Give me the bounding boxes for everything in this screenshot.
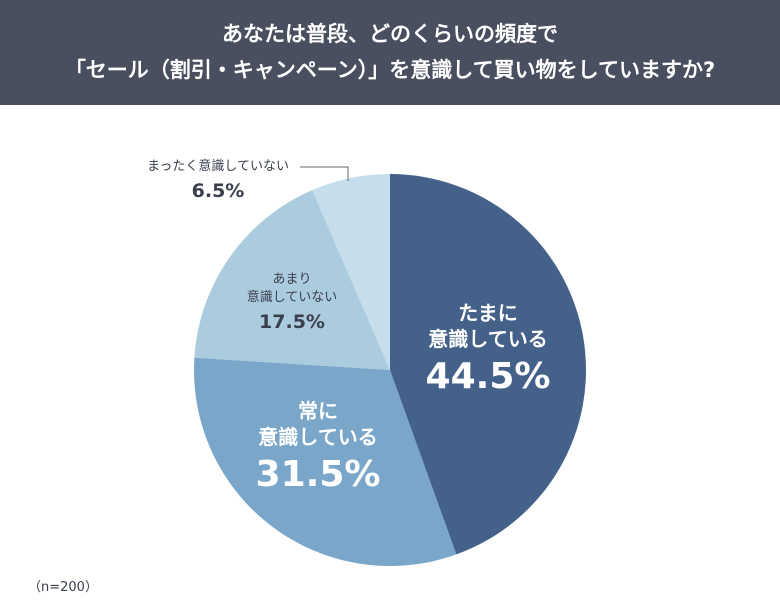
value-label: 44.5%: [425, 356, 551, 397]
value-label: 17.5%: [259, 311, 325, 333]
slice-label-always: 常に 意識している 31.5%: [256, 398, 381, 500]
slice-label-sometimes: たまに 意識している 44.5%: [426, 300, 551, 402]
value-label: 31.5%: [255, 454, 381, 495]
sample-size-note: （n=200）: [28, 580, 98, 595]
value-label: 6.5%: [191, 180, 245, 202]
label-line: まったく意識していない: [146, 159, 290, 174]
chart-title: あなたは普段、どのくらいの頻度で 「セール（割引・キャンペーン）」を意識して買い…: [0, 0, 780, 105]
label-line: 意識している: [428, 327, 548, 351]
label-line: たまに: [458, 301, 518, 325]
title-line-2: 「セール（割引・キャンペーン）」を意識して買い物をしていますか?: [64, 58, 716, 82]
pie-slice-sometimes: [390, 174, 586, 555]
title-line-1: あなたは普段、どのくらいの頻度で: [222, 22, 558, 46]
label-line: 意識していない: [246, 290, 338, 305]
leader-line: [300, 166, 349, 181]
pie-slice-always: [194, 357, 457, 567]
pie-slice-rarely: [194, 190, 390, 370]
slice-label-rarely: あまり 意識していない 17.5%: [247, 271, 338, 337]
pie-slice-never: [312, 174, 390, 370]
label-line: 意識している: [258, 425, 378, 449]
slice-label-never: まったく意識していない 6.5%: [147, 158, 289, 206]
label-line: 常に: [298, 399, 338, 423]
label-line: あまり: [272, 272, 312, 287]
